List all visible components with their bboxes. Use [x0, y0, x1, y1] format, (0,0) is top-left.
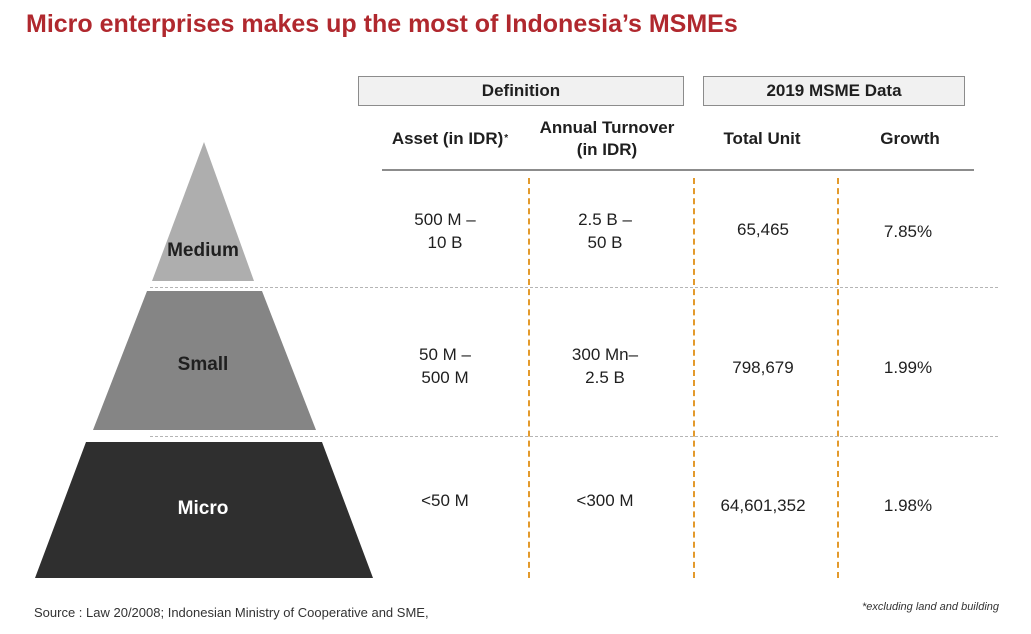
header-rule	[382, 169, 974, 171]
micro-asset-line1: <50 M	[421, 491, 469, 510]
micro-turnover-line1: <300 M	[576, 491, 634, 510]
definition-header: Definition	[358, 76, 684, 106]
micro-asset-cell: <50 M	[370, 489, 520, 512]
source-note: Source : Law 20/2008; Indonesian Ministr…	[34, 605, 429, 620]
pyramid-tier-small	[93, 291, 316, 430]
micro-turnover-cell: <300 M	[530, 489, 680, 512]
medium-turnover-cell: 2.5 B – 50 B	[530, 208, 680, 254]
tier-label-micro: Micro	[177, 498, 229, 519]
asset-footnote-marker: *	[504, 133, 509, 144]
turnover-label-line1: Annual Turnover	[539, 118, 675, 137]
tier-label-medium: Medium	[167, 240, 239, 261]
small-total-unit: 798,679	[732, 358, 794, 377]
column-divider	[693, 178, 695, 578]
total-unit-column-header: Total Unit	[723, 129, 801, 148]
small-turnover-line2: 2.5 B	[585, 368, 625, 387]
row-divider	[150, 436, 998, 437]
asset-footnote: *excluding land and building	[862, 601, 999, 613]
medium-turnover-line2: 50 B	[587, 233, 623, 252]
tier-label-small: Small	[177, 354, 229, 375]
pyramid-tier-micro	[35, 442, 373, 578]
growth-column-header: Growth	[880, 129, 940, 148]
small-growth: 1.99%	[883, 358, 933, 377]
micro-total-unit: 64,601,352	[720, 496, 806, 515]
medium-total-unit: 65,465	[737, 220, 789, 239]
micro-growth: 1.98%	[883, 496, 933, 515]
medium-asset-line1: 500 M –	[414, 210, 476, 229]
turnover-column-header: Annual Turnover (in IDR)	[530, 112, 684, 166]
column-divider	[837, 178, 839, 578]
small-turnover-line1: 300 Mn–	[571, 345, 639, 364]
msme-data-header: 2019 MSME Data	[703, 76, 965, 106]
medium-growth: 7.85%	[883, 222, 933, 241]
medium-asset-line2: 10 B	[427, 233, 463, 252]
row-divider	[150, 287, 998, 288]
small-asset-line1: 50 M –	[419, 345, 471, 364]
page-title: Micro enterprises makes up the most of I…	[26, 10, 738, 38]
small-asset-line2: 500 M	[421, 368, 469, 387]
column-divider	[528, 178, 530, 578]
asset-column-header: Asset (in IDR) *	[380, 112, 520, 166]
medium-turnover-line1: 2.5 B –	[578, 210, 632, 229]
medium-asset-cell: 500 M – 10 B	[370, 208, 520, 254]
small-asset-cell: 50 M – 500 M	[370, 343, 520, 389]
turnover-label-line2: (in IDR)	[576, 140, 638, 159]
pyramid-tier-medium	[152, 142, 254, 281]
asset-column-label: Asset (in IDR)	[391, 129, 504, 148]
small-turnover-cell: 300 Mn– 2.5 B	[530, 343, 680, 389]
